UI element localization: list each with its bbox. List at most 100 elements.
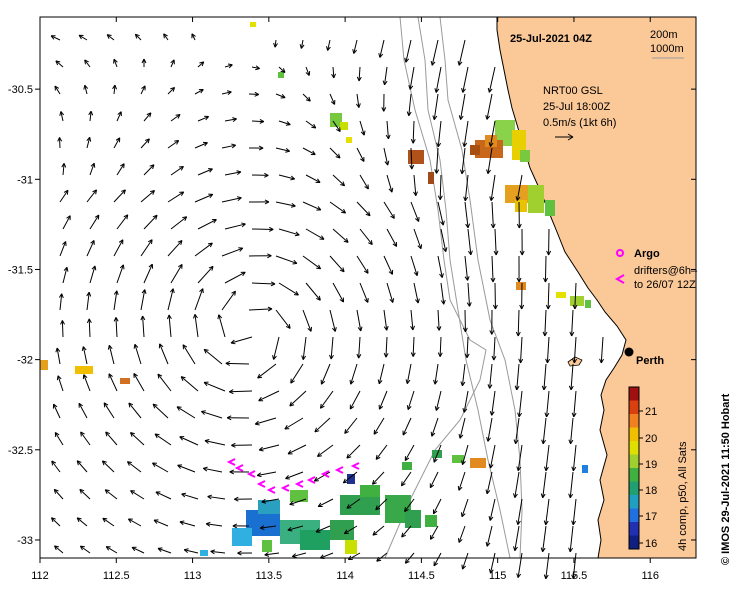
current-arrow [383, 255, 394, 275]
current-arrow [194, 288, 204, 311]
current-arrow [359, 282, 369, 303]
current-arrow [258, 390, 280, 402]
x-tick-label: 113.5 [255, 570, 282, 582]
current-arrow [256, 471, 277, 478]
current-arrow [332, 174, 346, 187]
current-arrow [50, 517, 61, 527]
current-arrow [317, 498, 334, 508]
current-arrow [197, 61, 205, 68]
current-arrow [329, 201, 347, 214]
current-arrow [113, 239, 124, 257]
current-arrow [302, 201, 322, 211]
current-arrow [486, 417, 493, 442]
current-arrow [572, 336, 578, 364]
current-arrow [568, 417, 574, 445]
current-arrow [542, 309, 548, 337]
current-arrow [133, 373, 145, 392]
current-arrow [319, 390, 334, 409]
current-arrow [275, 309, 291, 329]
current-arrow [140, 85, 146, 95]
current-arrow [78, 34, 88, 41]
current-arrow [434, 147, 440, 174]
current-arrow [488, 444, 496, 469]
drifter-point [234, 464, 244, 472]
current-arrow [349, 363, 358, 385]
current-arrow [302, 309, 313, 332]
current-arrow [404, 444, 415, 461]
current-arrow [546, 228, 552, 256]
current-arrow [359, 174, 369, 190]
current-arrow [143, 214, 158, 230]
current-arrow [197, 115, 210, 122]
current-arrow [344, 417, 358, 434]
current-arrow [467, 228, 473, 256]
current-arrow [410, 255, 419, 277]
x-tick-label: 115.5 [561, 570, 588, 582]
current-arrow [54, 85, 61, 95]
current-arrow [433, 363, 439, 385]
current-arrow [305, 174, 321, 183]
current-arrow [278, 282, 299, 296]
current-arrow [377, 363, 385, 385]
current-arrow [485, 93, 493, 120]
current-arrow [113, 290, 119, 311]
current-arrow [378, 390, 388, 410]
current-arrow [356, 336, 362, 359]
x-tick-label: 112.5 [103, 570, 130, 582]
current-arrow [116, 163, 125, 176]
current-arrow [54, 432, 64, 446]
current-arrow [153, 519, 169, 527]
contour-label-200m: 200m [650, 29, 678, 41]
drifters-label-2: to 26/07 12Z [634, 279, 696, 291]
current-arrow [329, 309, 337, 332]
current-arrow [487, 66, 496, 93]
current-arrow [513, 525, 520, 551]
current-arrow [541, 363, 547, 391]
current-arrow [86, 136, 92, 149]
current-arrow [143, 164, 155, 176]
current-arrow [315, 525, 331, 533]
x-axis: 112 112.5 113 113.5 114 114.5 115 115.5 116 [31, 17, 659, 582]
y-tick-label: -33 [17, 535, 33, 547]
colorbar-frame [628, 386, 640, 550]
current-arrow [229, 389, 253, 395]
drifter-point [306, 476, 316, 484]
current-arrow [437, 174, 443, 200]
y-tick-label: -31.5 [8, 264, 33, 276]
current-arrow [544, 390, 550, 418]
current-arrow [278, 228, 300, 237]
current-arrow [289, 498, 307, 506]
colorbar-tick-label: 18 [645, 485, 657, 497]
current-arrow [404, 498, 415, 512]
current-arrow [464, 201, 471, 229]
current-arrow [545, 336, 551, 364]
current-arrow [375, 444, 388, 460]
drifter-point [294, 480, 304, 488]
current-arrow [462, 309, 468, 333]
current-arrow [157, 547, 172, 554]
current-arrow [104, 489, 118, 500]
current-arrow [259, 525, 277, 531]
current-arrow [79, 545, 91, 554]
current-arrow [230, 336, 253, 345]
colorbar-tick-label: 17 [645, 511, 657, 523]
current-arrow [329, 255, 345, 273]
current-arrow [516, 552, 523, 578]
current-arrow [349, 390, 361, 410]
current-arrow [460, 363, 466, 387]
current-arrow [207, 494, 226, 500]
current-arrow [433, 444, 442, 463]
current-arrow [305, 282, 321, 301]
current-time: 25-Jul 18:00Z [543, 101, 611, 113]
drifter-marker [614, 274, 625, 284]
current-arrow [56, 375, 64, 392]
current-arrow [543, 498, 550, 526]
current-arrow [488, 552, 496, 574]
current-arrow [568, 363, 574, 391]
current-arrow [130, 490, 145, 500]
current-scale: 0.5m/s (1kt 6h) [543, 117, 616, 129]
current-arrow [432, 498, 442, 515]
current-arrow [489, 390, 496, 416]
current-arrow [248, 306, 273, 312]
current-arrow [163, 33, 169, 41]
